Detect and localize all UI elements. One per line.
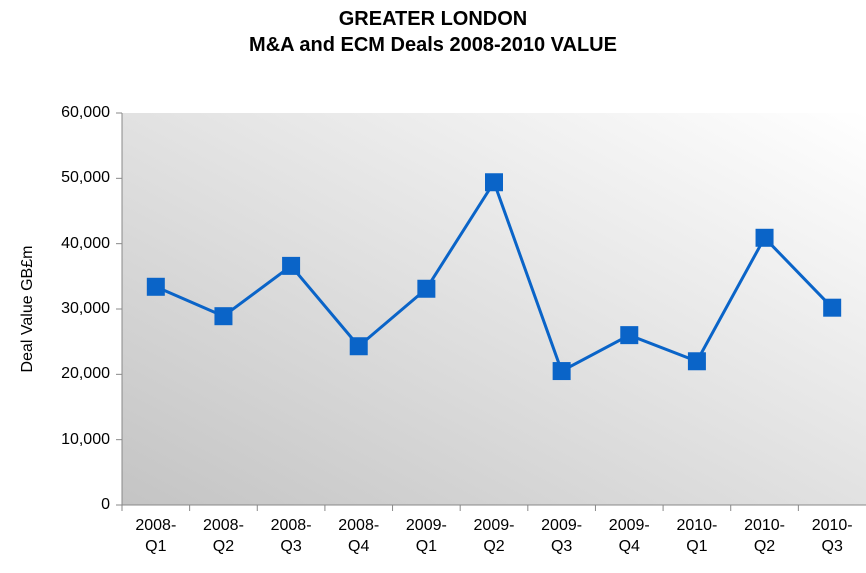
marker [485, 173, 503, 192]
chart-subtitle: M&A and ECM Deals 2008-2010 VALUE [249, 34, 617, 56]
y-tick-label: 40,000 [61, 234, 110, 252]
marker [552, 362, 571, 381]
marker [823, 298, 842, 317]
x-tick-label: 2010-Q1 [676, 517, 718, 555]
y-tick-label: 50,000 [61, 169, 110, 187]
x-tick-label: 2008-Q4 [338, 517, 380, 555]
y-tick-label: 20,000 [61, 365, 110, 383]
marker [417, 279, 436, 298]
marker [349, 337, 368, 356]
x-tick-label: 2009-Q3 [541, 517, 583, 555]
y-tick-label: 10,000 [61, 430, 110, 448]
marker [282, 256, 301, 275]
marker [755, 228, 774, 247]
y-tick-label: 30,000 [61, 300, 110, 317]
x-tick-label: 2009-Q2 [473, 517, 515, 555]
x-tick-label: 2010-Q2 [744, 517, 785, 555]
x-tick-label: 2008-Q2 [202, 517, 244, 555]
x-tick-label: 2010-Q3 [811, 517, 853, 555]
x-tick-label: 2009-Q4 [608, 517, 650, 555]
chart-title: GREATER LONDON [338, 8, 528, 30]
marker [687, 352, 706, 371]
marker [146, 277, 165, 296]
marker [214, 307, 233, 326]
y-tick-label: 0 [101, 496, 110, 513]
x-tick-label: 2008-Q3 [270, 517, 312, 555]
marker [620, 326, 639, 345]
y-tick-label: 60,000 [61, 104, 110, 121]
x-tick-label: 2009-Q1 [405, 517, 447, 555]
x-tick-label: 2008-Q1 [135, 517, 177, 555]
